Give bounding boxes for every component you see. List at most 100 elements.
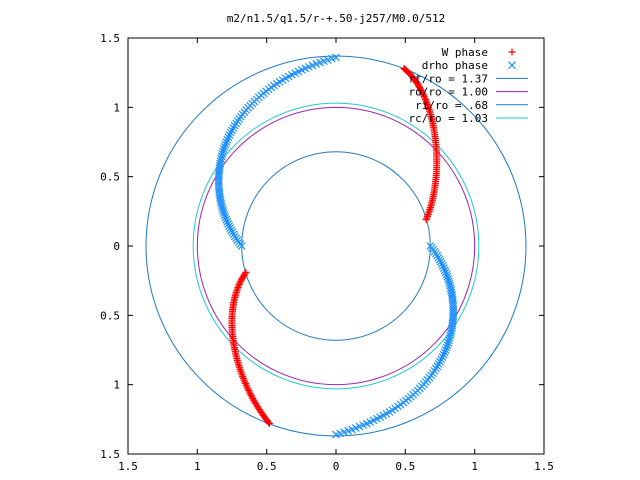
data-point (421, 96, 429, 104)
data-point (221, 140, 230, 149)
data-point (447, 288, 456, 297)
data-point (219, 209, 228, 217)
data-point (227, 226, 236, 235)
data-point (248, 393, 256, 401)
data-point (237, 276, 245, 284)
data-point (243, 383, 251, 391)
data-point (426, 242, 435, 250)
data-point (242, 380, 250, 388)
y-tick-label: 1 (113, 379, 120, 392)
data-point (438, 261, 447, 270)
data-point (222, 215, 231, 224)
data-point (223, 135, 232, 144)
data-point (440, 348, 449, 357)
series-W-phase (228, 65, 441, 427)
y-tick-label: 1.5 (100, 448, 120, 461)
data-point (219, 145, 228, 154)
data-point (445, 336, 453, 345)
data-point (436, 257, 445, 266)
data-point (223, 217, 232, 226)
data-point (237, 242, 246, 250)
chart-title: m2/n1.5/q1.5/r-+.50-j257/M0.0/512 (227, 12, 446, 25)
data-point (221, 213, 230, 222)
data-point (219, 206, 228, 215)
x-tick-label: 0 (333, 460, 340, 473)
data-point (224, 220, 233, 228)
data-point (444, 338, 453, 347)
data-point (438, 353, 447, 361)
data-point (235, 282, 243, 290)
data-point (418, 88, 426, 96)
data-point (446, 331, 455, 340)
y-tick-label: 1 (113, 101, 120, 114)
data-point (229, 124, 238, 132)
data-point (444, 277, 453, 286)
data-point (226, 128, 235, 137)
data-point (439, 350, 448, 359)
circle-0.68 (241, 151, 431, 341)
data-point (242, 381, 250, 389)
data-point (228, 126, 236, 135)
legend-marker-sample (508, 61, 516, 70)
y-tick-label: 0.5 (100, 309, 120, 322)
x-tick-label: 0.5 (257, 460, 277, 473)
y-tick-label: 0.5 (100, 171, 120, 184)
data-point (245, 386, 253, 394)
data-point (218, 150, 227, 158)
data-point (445, 334, 454, 342)
legend-label: rc/ro = 1.03 (409, 112, 488, 125)
data-point (436, 357, 444, 366)
data-point (234, 284, 242, 292)
legend-label: drho phase (422, 59, 488, 72)
data-point (216, 195, 225, 204)
y-tick-label: 0 (113, 240, 120, 253)
data-point (443, 341, 452, 350)
data-point (241, 270, 249, 278)
data-point (225, 222, 234, 231)
data-point (424, 211, 432, 219)
data-point (434, 360, 443, 368)
legend-marker-sample (508, 48, 516, 56)
axis-ticks: 1.5 1 0.5 0 0.5 1 1.51.510.500.511.5 (100, 32, 554, 473)
legend-label: W phase (442, 46, 488, 59)
data-point (423, 214, 431, 222)
data-point (441, 268, 450, 277)
data-point (226, 224, 235, 233)
data-point (217, 200, 226, 208)
x-tick-label: 0.5 (395, 460, 415, 473)
data-point (222, 138, 231, 146)
data-point (423, 99, 431, 107)
data-point (443, 272, 452, 281)
data-point (224, 133, 233, 142)
data-point (437, 355, 446, 364)
data-point (242, 268, 250, 276)
data-point (441, 346, 450, 354)
series-drho-phase (214, 53, 458, 439)
data-point (218, 204, 227, 213)
data-point (247, 391, 255, 399)
data-point (447, 286, 456, 295)
data-point (421, 94, 429, 102)
data-point (425, 209, 433, 217)
legend-label: rt/ro = 1.37 (409, 72, 488, 85)
circle-1 (196, 106, 476, 386)
data-point (220, 211, 229, 220)
data-point (423, 212, 431, 220)
data-point (446, 284, 455, 292)
data-series (214, 53, 458, 439)
data-point (236, 279, 244, 287)
y-tick-label: 1.5 (100, 32, 120, 45)
data-point (444, 275, 453, 283)
data-point (440, 266, 449, 275)
data-point (237, 277, 245, 285)
x-tick-label: 1.5 (534, 460, 554, 473)
data-point (439, 264, 448, 272)
data-point (220, 142, 229, 151)
data-point (420, 92, 428, 100)
circle-1.37 (145, 55, 527, 437)
data-point (238, 274, 246, 282)
data-point (225, 131, 234, 139)
data-point (419, 91, 427, 99)
